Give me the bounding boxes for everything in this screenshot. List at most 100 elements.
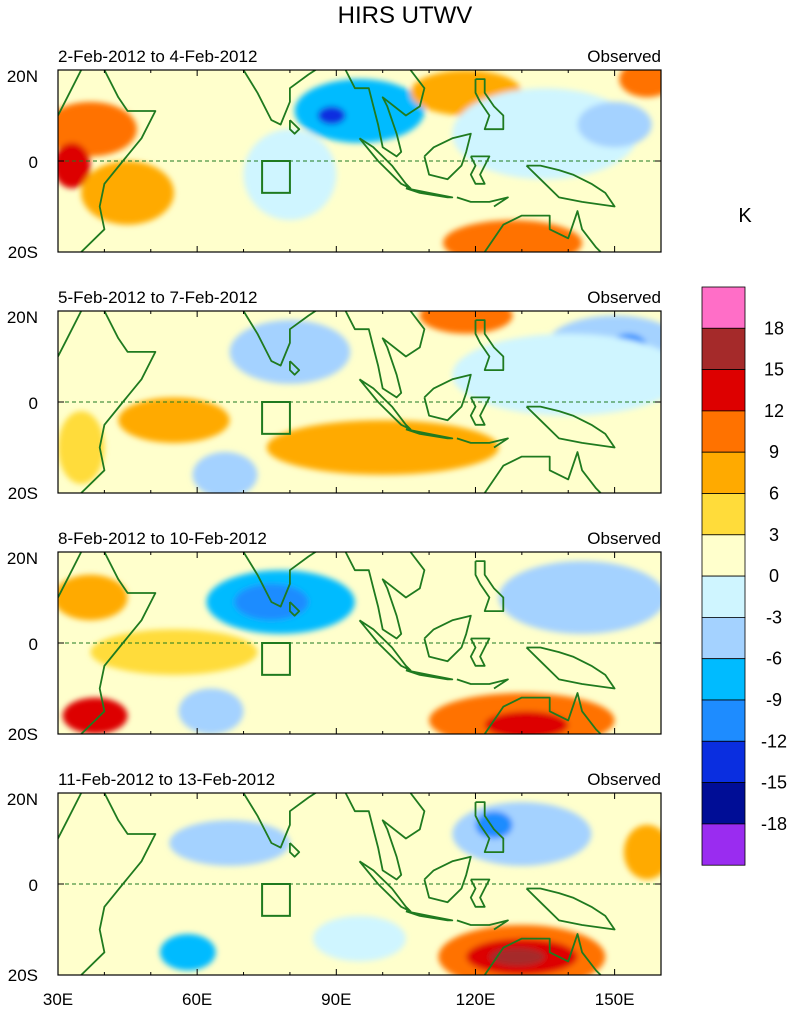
coastline [289,360,301,376]
panel-label: Observed [587,288,661,307]
coastline [80,70,157,252]
anomaly-cell [498,561,661,634]
anomaly-cell [313,915,406,962]
anomaly-contours [58,311,661,493]
coastline [469,878,491,908]
coastline [405,428,454,440]
colorbar-segment [701,327,746,370]
colorbar-segment [701,658,746,701]
colorbar-label: -15 [761,773,787,793]
anomaly-contours [58,561,661,734]
coastline [483,692,602,734]
coastline [469,637,491,667]
colorbar-label: 15 [764,360,784,380]
colorbar-label: 3 [769,525,779,545]
x-tick-label: 90E [321,990,351,1009]
coastline [58,311,83,357]
anomaly-cell [484,711,569,734]
coastline [405,187,454,199]
coastline [456,196,509,208]
coastline [344,552,426,640]
panel-2: 5-Feb-2012 to 7-Feb-2012 Observed 20N 0 20S [7,288,662,503]
panel-date-range: 5-Feb-2012 to 7-Feb-2012 [58,288,257,307]
coastline [242,70,318,126]
coastline [358,860,412,913]
coastline [423,855,472,904]
coastline [474,801,505,853]
colorbar-segment [701,617,746,660]
anomaly-contours [58,70,661,252]
x-axis: 30E 60E 90E 120E 150E [43,990,635,1009]
target-box [261,160,291,194]
coastline [525,405,616,449]
coastline [358,137,412,190]
colorbar-label: 0 [769,566,779,586]
coastline [58,70,83,116]
panel-date-range: 2-Feb-2012 to 4-Feb-2012 [58,47,257,66]
x-tick-label: 60E [182,990,212,1009]
y-tick-label: 0 [29,635,38,654]
coastline [423,132,472,181]
coastlines [58,311,616,493]
coastlines [58,793,616,975]
colorbar-segment [701,286,746,329]
colorbar-segment [701,782,746,825]
coastline [289,601,301,617]
heatmap-field [58,793,661,975]
x-tick-label: 150E [595,990,635,1009]
coastline [289,119,301,135]
coastline [483,210,602,252]
anomaly-cell [443,220,583,252]
colorbar-segment [701,410,746,453]
coastline [469,155,491,185]
coastline [242,311,318,367]
coastline [289,842,301,858]
x-tick-label: 30E [43,990,73,1009]
coastline [405,669,454,681]
coastline [344,793,426,881]
anomaly-cell [577,101,652,148]
y-tick-label: 20S [8,966,38,985]
colorbar-segment [701,493,746,536]
coastline [242,793,318,849]
y-tick-label: 20N [7,549,38,568]
colorbar-segment [701,451,746,494]
y-tick-label: 0 [29,876,38,895]
y-tick-label: 20S [8,725,38,744]
heatmap-field [58,70,661,252]
coastlines [58,70,616,252]
panel-label: Observed [587,47,661,66]
y-tick-label: 20S [8,484,38,503]
anomaly-cell [419,311,513,334]
y-tick-label: 20N [7,790,38,809]
coastline [483,451,602,493]
anomaly-cell [58,101,137,157]
coastline [469,396,491,426]
colorbar-segment [701,575,746,618]
colorbar-segment [701,823,746,866]
y-tick-label: 0 [29,153,38,172]
target-box [261,401,291,435]
colorbar-segment [701,740,746,783]
coastline [525,646,616,690]
colorbar-segment [701,699,746,742]
target-box [261,883,291,917]
anomaly-cell [58,574,128,621]
panel-3: 8-Feb-2012 to 10-Feb-2012 Observed 20N 0 20S [7,529,662,744]
panel-date-range: 8-Feb-2012 to 10-Feb-2012 [58,529,267,548]
panel-label: Observed [587,770,661,789]
coastline [344,311,426,399]
anomaly-cell [58,411,105,484]
colorbar-label: -12 [761,731,787,751]
anomaly-cell [619,70,661,98]
panel-date-range: 11-Feb-2012 to 13-Feb-2012 [58,770,275,789]
y-tick-label: 0 [29,394,38,413]
coastline [456,437,509,449]
coastline [525,887,616,931]
coastline [423,614,472,663]
coastline [80,311,157,493]
coastline [358,378,412,431]
coastline [58,793,83,839]
anomaly-cell [623,824,661,880]
